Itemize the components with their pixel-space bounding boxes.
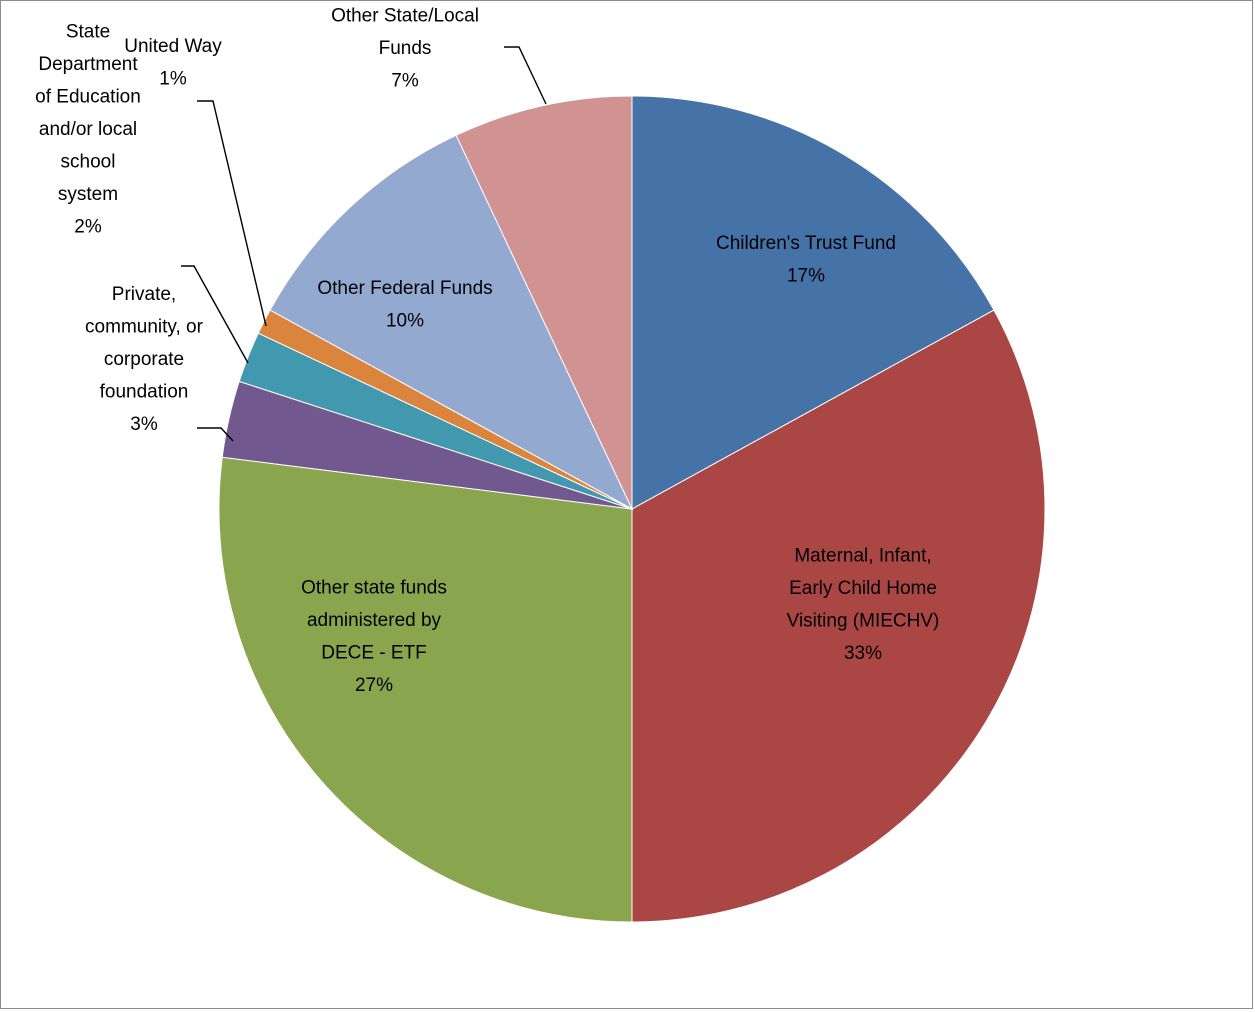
pie-slice-1 <box>631 95 995 510</box>
leader-line-4 <box>197 427 234 442</box>
leader-line-8 <box>504 46 547 105</box>
data-label-5-line-4: and/or local <box>39 119 137 140</box>
data-label-5-line-1: State <box>66 22 110 43</box>
data-label-4-line-2: community, or <box>85 317 204 338</box>
data-label-6-line-1: United Way <box>124 36 222 57</box>
data-label-3-line-1: Other state funds <box>301 577 447 598</box>
data-label-2: Maternal, Infant, Early Child Home Visitin… <box>787 545 940 664</box>
data-label-5-line-7: 2% <box>74 217 102 238</box>
data-label-4-line-4: foundation <box>100 382 189 403</box>
data-label-3-line-4: 27% <box>355 675 393 696</box>
data-label-8-line-2: Funds <box>379 38 432 59</box>
pie-slice-2 <box>631 309 1046 923</box>
data-label-3-line-3: DECE - ETF <box>321 642 427 663</box>
data-label-5-line-6: system <box>58 184 118 205</box>
pie-slice-3 <box>218 456 633 923</box>
data-label-7-line-1: Other Federal Funds <box>317 278 492 299</box>
data-label-2-line-4: 33% <box>844 643 882 664</box>
data-label-8-line-1: Other State/Local <box>331 6 479 27</box>
data-label-7-line-2: 10% <box>386 310 424 331</box>
data-label-1-line-2: 17% <box>787 265 825 286</box>
data-label-2-line-2: Early Child Home <box>789 578 937 599</box>
leader-line-6 <box>197 100 267 327</box>
data-label-5: State Department of Education and/or local s… <box>35 22 141 238</box>
data-labels: Children's Trust Fund 17% Maternal, Infant… <box>35 6 939 696</box>
pie-slice-8 <box>455 95 633 510</box>
pie-slice-7 <box>269 134 634 511</box>
data-label-7: Other Federal Funds 10% <box>317 278 492 332</box>
data-label-1-line-1: Children's Trust Fund <box>716 233 896 254</box>
data-label-6-line-2: 1% <box>159 68 187 89</box>
data-label-4-line-1: Private, <box>112 284 176 305</box>
data-label-8-line-3: 7% <box>391 71 419 92</box>
data-label-3-line-2: administered by <box>307 610 442 631</box>
data-label-1: Children's Trust Fund 17% <box>716 233 896 286</box>
data-label-4-line-5: 3% <box>130 414 158 435</box>
pie-slices <box>218 95 1046 923</box>
data-label-3: Other state funds administered by DECE - E… <box>301 577 447 696</box>
data-label-5-line-2: Department <box>38 54 138 75</box>
data-label-6: United Way 1% <box>124 36 222 90</box>
data-label-4-line-3: corporate <box>104 349 184 370</box>
data-label-2-line-1: Maternal, Infant, <box>794 545 931 566</box>
data-label-4: Private, community, or corporate foundation… <box>85 284 204 435</box>
data-label-8: Other State/Local Funds 7% <box>331 6 479 92</box>
data-label-5-line-5: school <box>61 152 116 173</box>
data-label-5-line-3: of Education <box>35 87 141 108</box>
leader-line-5 <box>181 265 249 364</box>
data-label-2-line-3: Visiting (MIECHV) <box>787 610 940 631</box>
